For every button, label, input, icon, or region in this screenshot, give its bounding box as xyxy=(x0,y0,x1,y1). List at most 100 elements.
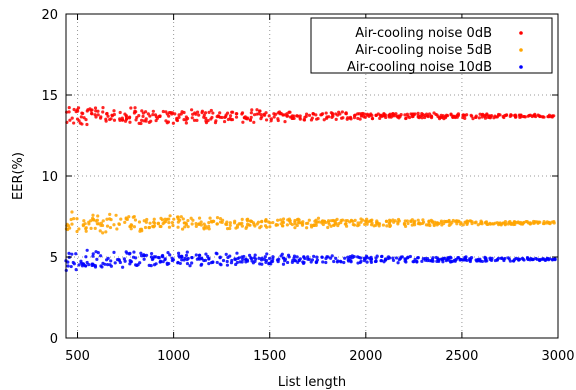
data-point-series-1 xyxy=(207,224,211,228)
data-point-series-2 xyxy=(206,254,210,259)
legend-label: Air-cooling noise 10dB xyxy=(347,60,492,75)
data-point-series-2 xyxy=(253,253,257,257)
data-point-series-1 xyxy=(403,224,408,228)
data-point-series-0 xyxy=(474,114,478,118)
data-point-series-2 xyxy=(511,259,516,263)
data-point-series-0 xyxy=(249,111,253,115)
data-point-series-2 xyxy=(96,250,100,255)
data-point-series-2 xyxy=(359,259,363,263)
data-point-series-2 xyxy=(338,259,343,264)
data-point-series-1 xyxy=(333,219,337,223)
data-point-series-1 xyxy=(119,217,123,221)
data-point-series-2 xyxy=(123,259,127,263)
data-point-series-0 xyxy=(140,118,144,122)
data-point-series-0 xyxy=(263,113,267,117)
data-point-series-1 xyxy=(234,226,238,230)
data-point-series-0 xyxy=(137,114,141,118)
data-point-series-0 xyxy=(374,113,378,117)
data-point-series-1 xyxy=(263,224,268,228)
data-point-series-1 xyxy=(167,225,172,229)
data-point-series-0 xyxy=(202,113,206,117)
data-point-series-1 xyxy=(426,223,430,227)
data-point-series-1 xyxy=(168,214,172,218)
data-point-series-0 xyxy=(269,119,273,123)
data-point-series-2 xyxy=(184,253,189,257)
data-point-series-1 xyxy=(172,217,176,221)
data-point-series-0 xyxy=(258,109,262,113)
data-point-series-0 xyxy=(504,113,508,118)
data-point-series-0 xyxy=(224,115,228,119)
data-point-series-0 xyxy=(79,115,83,119)
data-point-series-2 xyxy=(235,260,239,265)
data-point-series-0 xyxy=(241,120,245,124)
data-point-series-1 xyxy=(148,221,152,225)
data-point-series-2 xyxy=(502,257,506,261)
data-point-series-1 xyxy=(156,221,161,225)
data-point-series-1 xyxy=(105,224,110,228)
data-point-series-0 xyxy=(213,121,218,125)
data-point-series-2 xyxy=(312,254,316,258)
data-point-series-1 xyxy=(237,222,241,226)
data-point-series-2 xyxy=(93,264,97,268)
data-point-series-1 xyxy=(442,221,446,226)
data-point-series-0 xyxy=(358,117,362,121)
data-point-series-0 xyxy=(257,112,261,116)
y-tick-label: 10 xyxy=(41,170,58,185)
data-point-series-0 xyxy=(302,118,307,122)
data-point-series-2 xyxy=(343,256,347,260)
data-point-series-0 xyxy=(77,119,81,123)
data-point-series-1 xyxy=(181,217,185,221)
data-point-series-2 xyxy=(320,255,324,259)
data-point-series-1 xyxy=(189,216,193,220)
x-tick-label: 1000 xyxy=(157,349,190,364)
data-point-series-1 xyxy=(75,229,79,234)
data-point-series-1 xyxy=(180,227,185,231)
data-point-series-0 xyxy=(231,110,235,114)
data-point-series-0 xyxy=(547,113,552,117)
data-point-series-0 xyxy=(67,110,71,114)
data-point-series-2 xyxy=(161,260,165,264)
x-tick-label: 500 xyxy=(65,349,90,364)
data-point-series-2 xyxy=(103,262,107,266)
data-point-series-2 xyxy=(535,257,539,261)
data-point-series-1 xyxy=(108,217,112,221)
data-point-series-1 xyxy=(406,221,410,226)
data-point-series-2 xyxy=(336,259,340,263)
data-point-series-2 xyxy=(475,259,479,263)
data-point-series-2 xyxy=(252,256,256,260)
data-point-series-1 xyxy=(314,218,318,222)
data-point-series-0 xyxy=(276,117,280,121)
data-point-series-2 xyxy=(553,258,557,262)
data-point-series-0 xyxy=(245,116,250,120)
data-point-series-1 xyxy=(83,222,87,226)
data-point-series-1 xyxy=(326,225,330,230)
data-point-series-2 xyxy=(264,260,268,264)
data-point-series-1 xyxy=(503,220,508,224)
data-point-series-1 xyxy=(89,226,93,230)
data-point-series-0 xyxy=(140,109,144,113)
data-point-series-0 xyxy=(348,115,353,119)
data-point-series-2 xyxy=(109,259,113,263)
data-point-series-0 xyxy=(304,114,308,118)
data-point-series-0 xyxy=(147,120,151,124)
data-point-series-1 xyxy=(246,217,250,221)
data-point-series-2 xyxy=(435,259,439,264)
data-point-series-2 xyxy=(91,254,95,258)
data-point-series-1 xyxy=(522,220,526,225)
data-point-series-1 xyxy=(387,222,391,226)
data-point-series-0 xyxy=(184,121,188,125)
data-point-series-1 xyxy=(324,220,328,225)
data-point-series-2 xyxy=(156,255,161,260)
data-point-series-1 xyxy=(225,222,229,227)
legend-marker xyxy=(519,48,523,52)
data-point-series-0 xyxy=(134,110,138,114)
data-point-series-2 xyxy=(74,252,78,256)
data-point-series-2 xyxy=(98,254,103,258)
data-point-series-2 xyxy=(400,255,404,259)
data-point-series-2 xyxy=(386,256,390,261)
data-point-series-0 xyxy=(218,111,222,115)
data-point-series-0 xyxy=(124,114,128,119)
data-point-series-1 xyxy=(293,226,297,230)
data-point-series-0 xyxy=(345,117,349,121)
data-point-series-0 xyxy=(536,113,540,117)
